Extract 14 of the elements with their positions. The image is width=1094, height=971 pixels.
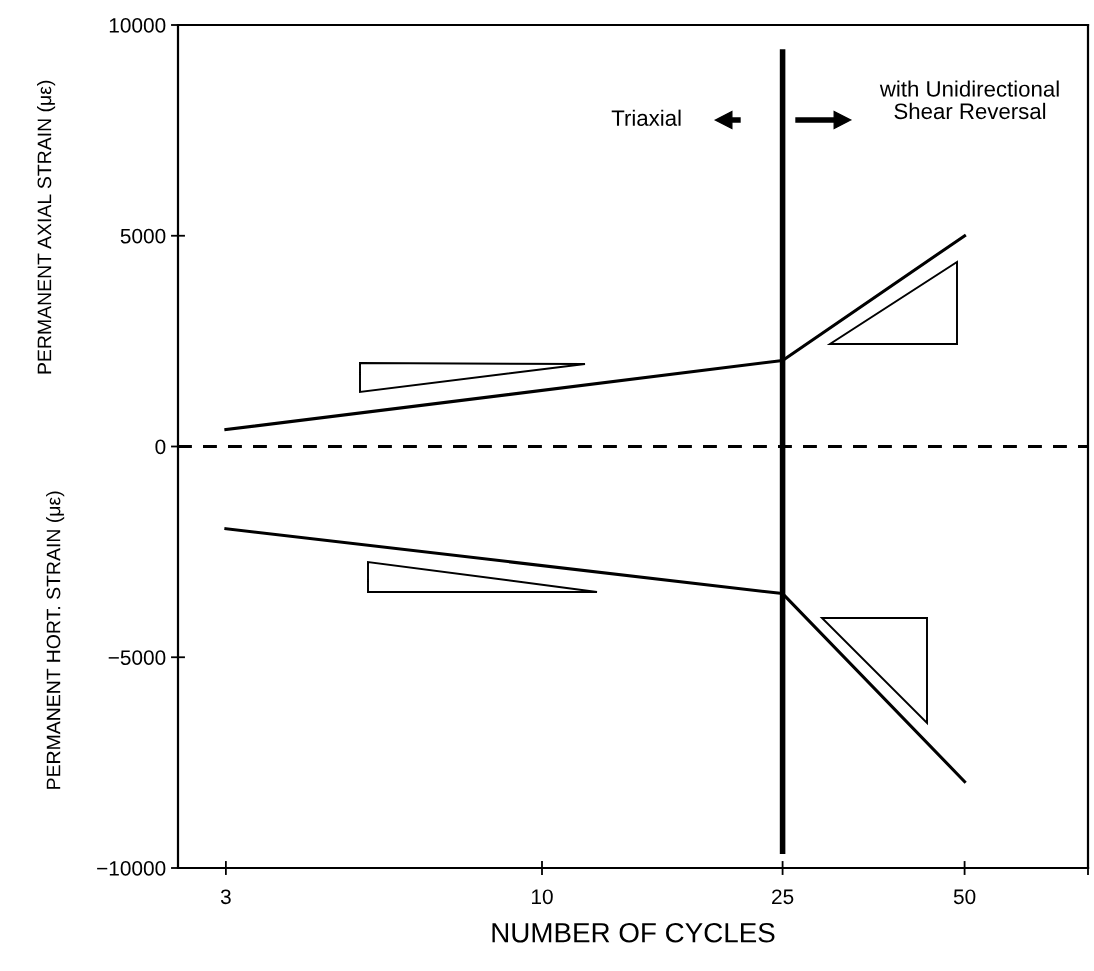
text: PERMANENT HORT. STRAIN (με)	[46, 491, 65, 789]
x-tick-label: 50	[953, 889, 976, 905]
x-tick-label: 10	[532, 889, 553, 905]
x-axis-title: NUMBER OF CYCLES	[492, 922, 775, 943]
y-tick-label: −5000	[108, 650, 166, 665]
y-tick-label: −10000	[97, 861, 166, 876]
annotation: Triaxial	[611, 109, 681, 126]
y-axis-title: PERMANENT AXIAL STRAIN (με)	[37, 80, 56, 374]
y-tick-label: 10000	[109, 18, 166, 33]
y-tick-label: 0	[155, 439, 166, 455]
x-tick-label: 3	[220, 889, 231, 905]
x-tick-label: 25	[772, 889, 794, 905]
annotation: with Unidirectional Shear Reversal	[879, 80, 1059, 120]
y-tick-label: 5000	[120, 228, 166, 244]
